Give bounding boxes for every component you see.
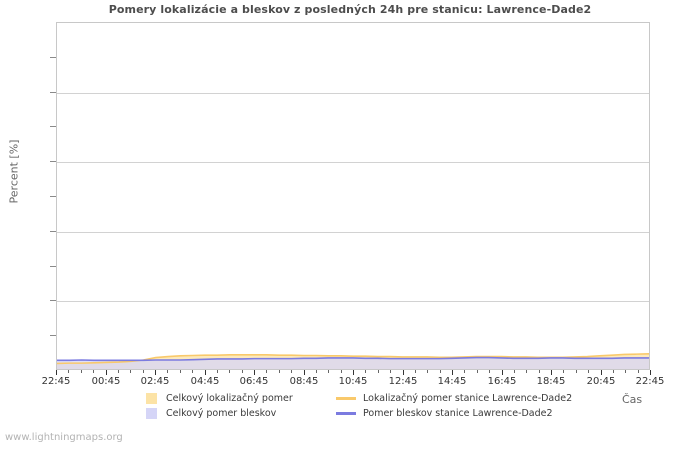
x-tick-mark-minor — [539, 370, 540, 373]
legend-item-station-strokes-ratio[interactable]: Pomer bleskov stanice Lawrence-Dade2 — [336, 408, 606, 419]
line-swatch-icon — [336, 397, 356, 400]
legend-row: Celkový lokalizačný pomer Lokalizačný po… — [146, 391, 606, 406]
y-tick-mark-minor — [50, 335, 56, 336]
y-tick-mark — [50, 92, 56, 93]
x-tick-mark-minor — [440, 370, 441, 373]
x-tick-mark-minor — [118, 370, 119, 373]
y-tick-mark — [50, 300, 56, 301]
x-tick-mark — [601, 370, 602, 375]
x-tick-label: 22:45 — [41, 376, 71, 387]
x-tick-label: 06:45 — [239, 376, 269, 387]
x-tick-mark-minor — [588, 370, 589, 373]
x-tick-mark-minor — [464, 370, 465, 373]
x-tick-mark — [155, 370, 156, 375]
x-tick-mark-minor — [415, 370, 416, 373]
x-tick-label: 02:45 — [140, 376, 170, 387]
x-tick-mark-minor — [143, 370, 144, 373]
x-tick-label: 00:45 — [91, 376, 121, 387]
series-layer — [57, 23, 649, 369]
x-tick-mark-minor — [378, 370, 379, 373]
x-tick-mark — [205, 370, 206, 375]
x-tick-mark-minor — [514, 370, 515, 373]
x-tick-mark-minor — [427, 370, 428, 373]
x-tick-mark-minor — [217, 370, 218, 373]
x-tick-label: 10:45 — [338, 376, 368, 387]
y-tick-mark — [50, 161, 56, 162]
x-tick-mark-minor — [192, 370, 193, 373]
x-tick-label: 14:45 — [437, 376, 467, 387]
x-tick-mark — [452, 370, 453, 375]
x-tick-mark-minor — [365, 370, 366, 373]
x-tick-mark-minor — [477, 370, 478, 373]
x-tick-mark-minor — [489, 370, 490, 373]
x-tick-mark-minor — [638, 370, 639, 373]
x-tick-label: 04:45 — [190, 376, 220, 387]
x-tick-mark — [254, 370, 255, 375]
x-tick-mark — [304, 370, 305, 375]
x-tick-label: 22:45 — [635, 376, 665, 387]
legend-row: Celkový pomer bleskov Pomer bleskov stan… — [146, 406, 606, 421]
legend-label: Pomer bleskov stanice Lawrence-Dade2 — [363, 408, 553, 419]
x-tick-mark-minor — [229, 370, 230, 373]
x-tick-mark — [56, 370, 57, 375]
legend-label: Celkový lokalizačný pomer — [166, 393, 293, 404]
x-tick-label: 20:45 — [586, 376, 616, 387]
x-tick-label: 08:45 — [289, 376, 319, 387]
x-tick-mark-minor — [180, 370, 181, 373]
x-tick-mark-minor — [625, 370, 626, 373]
x-tick-mark-minor — [613, 370, 614, 373]
x-tick-mark-minor — [291, 370, 292, 373]
gridline — [57, 162, 649, 163]
x-tick-mark-minor — [242, 370, 243, 373]
page-title: Pomery lokalizácie a bleskov z poslednýc… — [108, 3, 592, 16]
x-tick-mark — [650, 370, 651, 375]
y-tick-mark-minor — [50, 266, 56, 267]
x-tick-mark — [353, 370, 354, 375]
gridline — [57, 301, 649, 302]
y-tick-mark-minor — [50, 57, 56, 58]
legend-item-total-strokes-ratio[interactable]: Celkový pomer bleskov — [146, 408, 336, 419]
y-axis-label: Percent [%] — [7, 139, 21, 204]
x-tick-label: 18:45 — [536, 376, 566, 387]
x-tick-mark-minor — [81, 370, 82, 373]
x-axis-label: Čas — [622, 393, 643, 406]
x-tick-mark-minor — [167, 370, 168, 373]
area-swatch-icon — [146, 408, 157, 419]
plot-area — [56, 22, 650, 370]
x-tick-mark-minor — [68, 370, 69, 373]
legend-label: Lokalizačný pomer stanice Lawrence-Dade2 — [363, 393, 573, 404]
x-tick-mark-minor — [526, 370, 527, 373]
x-tick-label: 16:45 — [487, 376, 517, 387]
area-swatch-icon — [146, 393, 157, 404]
x-tick-mark-minor — [266, 370, 267, 373]
x-tick-mark-minor — [390, 370, 391, 373]
x-tick-mark — [106, 370, 107, 375]
x-tick-mark — [551, 370, 552, 375]
legend-label: Celkový pomer bleskov — [166, 408, 277, 419]
gridline — [57, 93, 649, 94]
x-tick-mark-minor — [279, 370, 280, 373]
x-tick-mark-minor — [341, 370, 342, 373]
x-tick-mark-minor — [328, 370, 329, 373]
area-series — [57, 357, 649, 369]
watermark: www.lightningmaps.org — [5, 432, 123, 443]
legend: Celkový lokalizačný pomer Lokalizačný po… — [146, 391, 606, 421]
line-swatch-icon — [336, 412, 356, 415]
y-tick-mark — [50, 231, 56, 232]
x-tick-label: 12:45 — [388, 376, 418, 387]
x-tick-mark-minor — [563, 370, 564, 373]
y-tick-mark-minor — [50, 126, 56, 127]
x-tick-mark-minor — [316, 370, 317, 373]
x-tick-mark-minor — [130, 370, 131, 373]
x-tick-mark-minor — [93, 370, 94, 373]
x-tick-mark-minor — [576, 370, 577, 373]
line-series — [57, 358, 649, 361]
x-tick-mark — [502, 370, 503, 375]
y-tick-mark-minor — [50, 196, 56, 197]
gridline — [57, 232, 649, 233]
legend-item-station-detection-ratio[interactable]: Lokalizačný pomer stanice Lawrence-Dade2 — [336, 393, 606, 404]
x-tick-mark — [403, 370, 404, 375]
legend-item-total-detection-ratio[interactable]: Celkový lokalizačný pomer — [146, 393, 336, 404]
